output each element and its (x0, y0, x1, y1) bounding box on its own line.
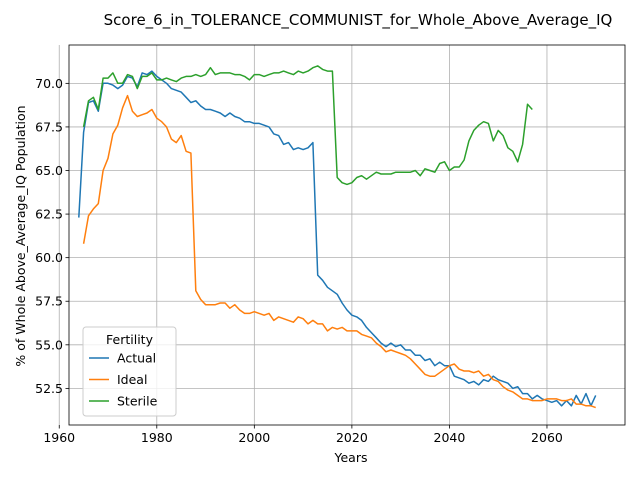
x-axis-label: Years (334, 450, 368, 465)
legend-label-ideal: Ideal (117, 372, 147, 387)
y-tick-label: 62.5 (35, 207, 63, 222)
x-tick-label: 1980 (141, 430, 173, 445)
x-tick-label: 2020 (336, 430, 368, 445)
x-tick-label: 2040 (434, 430, 466, 445)
legend-entries: Actual Ideal Sterile (89, 351, 158, 409)
y-tick-label: 55.0 (35, 337, 63, 352)
series-line-sterile (82, 65, 533, 186)
grid (58, 45, 625, 425)
y-axis-label: % of Whole Above_Average_IQ Population (13, 105, 28, 366)
y-tick-label: 60.0 (35, 250, 63, 265)
chart-title: Score_6_in_TOLERANCE_COMMUNIST_for_Whole… (104, 11, 613, 30)
legend-label-sterile: Sterile (117, 394, 158, 409)
y-tick-label: 57.5 (35, 294, 63, 309)
y-tick-label: 52.5 (35, 381, 63, 396)
legend-title: Fertility (106, 332, 154, 347)
legend-box (82, 326, 177, 417)
legend: Fertility Actual Ideal Sterile (82, 326, 177, 417)
x-tick-label: 2000 (238, 430, 270, 445)
y-tick-label: 65.0 (35, 163, 63, 178)
axis-ticks: 1960 1980 2000 2020 2040 2060 52.5 55.0 57.5 60.0… (35, 76, 563, 445)
series-line-actual (78, 70, 597, 407)
y-tick-label: 67.5 (35, 119, 63, 134)
series-line-ideal (82, 94, 596, 409)
series-lines (78, 65, 597, 409)
x-tick-label: 2060 (531, 430, 563, 445)
y-tick-label: 70.0 (35, 76, 63, 91)
legend-label-actual: Actual (117, 351, 156, 366)
x-tick-label: 1960 (43, 430, 75, 445)
plot-frame (68, 44, 626, 426)
